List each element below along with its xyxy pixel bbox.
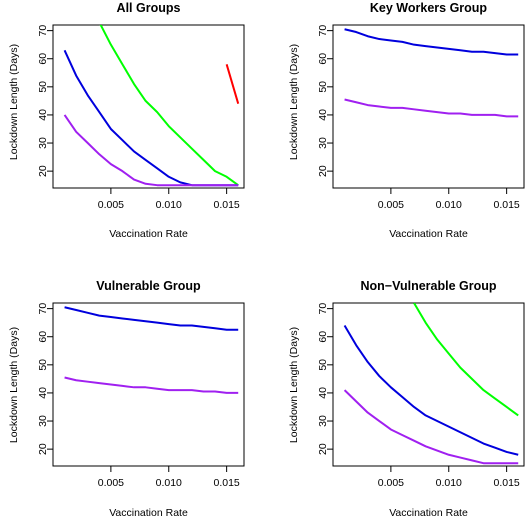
series-line-1	[344, 98, 519, 118]
y-tick-label: 70	[317, 25, 329, 37]
y-tick-label: 50	[317, 359, 329, 371]
x-tick-label: 0.010	[436, 477, 462, 489]
y-tick-label: 20	[317, 443, 329, 455]
x-tick-label: 0.015	[213, 477, 239, 489]
plot-frame	[332, 302, 525, 467]
series-line-3	[63, 114, 239, 187]
x-tick-label: 0.015	[213, 199, 239, 211]
y-tick-label: 20	[317, 165, 329, 177]
y-tick-label: 40	[317, 109, 329, 121]
panel-all-groups: All Groups 0.005 0.010 0.015 20 30 40 50 60 70 Vac…	[8, 1, 245, 240]
x-axis-label: Vaccination Rate	[389, 228, 468, 240]
x-tick-label: 0.010	[436, 199, 462, 211]
series-line-0	[413, 303, 519, 417]
x-tick-label: 0.010	[156, 199, 182, 211]
y-tick-label: 70	[317, 303, 329, 315]
y-tick-label: 50	[37, 81, 49, 93]
x-tick-label: 0.005	[378, 199, 404, 211]
y-tick-label: 60	[37, 331, 49, 343]
y-tick-label: 40	[37, 387, 49, 399]
series-line-0	[225, 64, 240, 104]
plot-frame	[52, 302, 245, 467]
plot-frame	[332, 24, 525, 189]
series-group	[343, 303, 519, 465]
x-axis-label: Vaccination Rate	[109, 228, 188, 240]
y-tick-label: 40	[37, 109, 49, 121]
x-tick-label: 0.005	[98, 199, 124, 211]
y-axis-label: Lockdown Length (Days)	[288, 44, 300, 160]
y-tick-label: 60	[37, 53, 49, 65]
x-tick-label: 0.005	[378, 477, 404, 489]
y-axis-label: Lockdown Length (Days)	[8, 44, 20, 160]
y-tick-label: 30	[37, 137, 49, 149]
y-tick-label: 70	[37, 303, 49, 315]
panel-non-vulnerable-group: Non−Vulnerable Group 0.005 0.010 0.015 20 30 4…	[288, 279, 525, 519]
y-tick-label: 70	[37, 25, 49, 37]
y-tick-label: 30	[317, 415, 329, 427]
panel-key-workers-group: Key Workers Group 0.005 0.010 0.015 20 30 40 50…	[288, 1, 525, 240]
series-line-2	[343, 389, 519, 465]
series-group	[64, 306, 239, 394]
x-axis-label: Vaccination Rate	[109, 507, 188, 519]
panel-vulnerable-group: Vulnerable Group 0.005 0.010 0.015 20 30 40 50 6…	[8, 279, 245, 519]
x-tick-label: 0.015	[493, 477, 519, 489]
y-tick-label: 20	[37, 443, 49, 455]
y-tick-label: 30	[37, 415, 49, 427]
x-tick-label: 0.010	[156, 477, 182, 489]
series-line-1	[99, 25, 239, 186]
y-axis-label: Lockdown Length (Days)	[288, 327, 300, 443]
series-line-2	[63, 49, 239, 187]
chart-title: Key Workers Group	[370, 1, 488, 15]
y-tick-label: 50	[37, 359, 49, 371]
y-tick-label: 20	[37, 165, 49, 177]
x-axis-label: Vaccination Rate	[389, 507, 468, 519]
y-tick-label: 60	[317, 331, 329, 343]
y-tick-label: 60	[317, 53, 329, 65]
series-line-0	[64, 306, 239, 331]
x-tick-label: 0.015	[493, 199, 519, 211]
x-tick-label: 0.005	[98, 477, 124, 489]
y-tick-label: 30	[317, 137, 329, 149]
y-tick-label: 50	[317, 81, 329, 93]
y-tick-label: 40	[317, 387, 329, 399]
chart-title: Non−Vulnerable Group	[360, 279, 496, 293]
chart-title: Vulnerable Group	[96, 279, 201, 293]
y-axis-label: Lockdown Length (Days)	[8, 327, 20, 443]
series-line-1	[343, 324, 519, 456]
series-line-0	[344, 28, 519, 56]
chart-title: All Groups	[117, 1, 181, 15]
series-group	[63, 25, 240, 187]
series-line-1	[64, 376, 239, 394]
plot-frame	[52, 24, 245, 189]
series-group	[344, 28, 519, 118]
